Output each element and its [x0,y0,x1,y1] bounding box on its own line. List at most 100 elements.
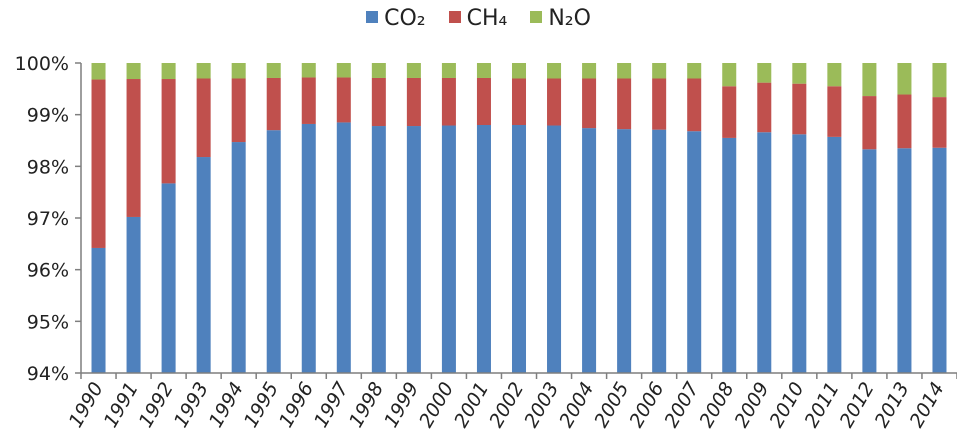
x-tick-label: 1990 [65,379,108,432]
x-tick-label: 2008 [695,379,738,432]
bar-segment-co2-1998 [371,126,386,374]
bar-segment-co2-2005 [617,129,632,373]
legend-swatch-co2 [366,11,379,23]
bar-segment-co2-2009 [757,132,772,373]
x-tick-label: 2010 [765,379,808,432]
bar-segment-ch4-2003 [547,78,562,126]
bar-segment-co2-2007 [687,131,702,373]
bar-segment-n2o-2009 [757,63,772,83]
bar-segment-ch4-2011 [827,86,842,137]
bar-segment-ch4-2001 [476,77,491,125]
bar-segment-n2o-2000 [441,63,456,78]
y-tick-label: 97% [27,208,69,230]
bar-segment-n2o-1992 [161,63,176,80]
bar-segment-n2o-1993 [196,63,211,79]
bar-segment-ch4-1992 [161,79,176,184]
bar-segment-co2-2011 [827,136,842,373]
bar-segment-n2o-2003 [547,63,562,79]
bar-segment-n2o-1999 [406,63,421,78]
bar-segment-co2-1995 [266,130,281,373]
bar-segment-co2-2014 [932,147,947,373]
legend-swatch-n2o [530,11,543,23]
bar-segment-n2o-1994 [231,63,246,79]
legend-item-n2o: N₂O [530,6,591,31]
bar-segment-co2-2002 [511,125,527,373]
x-tick-label: 2002 [485,379,528,432]
bar-segment-n2o-1997 [336,63,351,78]
x-tick-label: 1991 [100,379,143,432]
x-tick-label: 1999 [380,379,423,432]
x-tick-label: 2007 [660,379,703,432]
bar-segment-n2o-2010 [792,63,807,84]
x-tick-label: 2000 [415,379,458,432]
bar-segment-n2o-1991 [126,63,141,80]
legend-swatch-ch4 [448,11,461,23]
bar-segment-n2o-2012 [862,63,877,97]
bar-segment-ch4-2010 [792,83,807,135]
x-tick-label: 2013 [871,379,914,432]
bar-segment-ch4-1990 [91,79,106,248]
bar-segment-co2-1999 [406,126,421,374]
legend-item-ch4: CH₄ [448,6,508,31]
x-tick-label: 2001 [450,378,493,431]
bar-segment-ch4-2006 [652,78,667,130]
bar-segment-n2o-1990 [91,63,106,80]
bar-segment-co2-2003 [547,125,562,374]
bar-segment-n2o-2008 [722,63,737,87]
bar-segment-ch4-1991 [126,79,141,217]
bar-segment-co2-2000 [441,125,456,374]
y-tick-label: 96% [27,260,69,282]
bar-segment-ch4-2012 [862,96,877,150]
x-tick-label: 2014 [906,379,949,432]
bar-segment-co2-2012 [862,149,877,373]
bar-segment-ch4-1993 [196,78,211,158]
x-tick-label: 1994 [205,379,248,432]
bar-segment-co2-2001 [476,125,491,373]
x-tick-label: 2005 [590,379,633,432]
bar-segment-n2o-2001 [476,63,491,78]
bar-segment-ch4-2005 [617,78,632,130]
bar-segment-co2-2008 [722,137,737,373]
legend-label-n2o: N₂O [548,6,591,31]
x-tick-label: 1996 [275,379,318,432]
bar-segment-co2-1994 [231,142,246,373]
y-tick-label: 95% [27,311,69,333]
bar-segment-n2o-1996 [301,63,316,78]
x-tick-label: 1995 [240,379,283,432]
x-tick-label: 2003 [520,379,563,432]
bar-segment-co2-1996 [301,123,316,373]
bar-segment-co2-2010 [792,134,807,373]
x-tick-label: 2006 [625,379,668,432]
bar-segment-n2o-2014 [932,63,947,98]
bar-segment-n2o-2011 [827,63,842,87]
x-tick-label: 1993 [170,379,213,432]
x-tick-label: 2004 [555,379,598,432]
bar-segment-ch4-1999 [406,77,421,127]
bar-segment-co2-1992 [161,183,176,373]
legend-item-co2: CO₂ [366,6,426,31]
bar-segment-co2-1993 [196,157,211,373]
y-tick-label: 98% [27,156,69,178]
bar-segment-ch4-1996 [301,77,316,124]
bar-segment-n2o-2013 [897,63,912,95]
x-tick-label: 2011 [800,379,843,432]
bar-segment-ch4-1994 [231,78,246,143]
x-tick-label: 1997 [310,379,353,432]
x-tick-label: 2012 [835,379,878,432]
bar-segment-n2o-2007 [687,63,702,79]
bar-segment-co2-2013 [897,148,912,373]
bar-segment-co2-2004 [582,128,597,373]
bar-segment-co2-1997 [336,122,351,374]
bar-segment-co2-2006 [652,129,667,373]
bar-segment-ch4-2014 [932,97,947,148]
bar-segment-ch4-1998 [371,77,386,127]
bar-segment-ch4-2000 [441,77,456,126]
legend-label-ch4: CH₄ [466,6,508,31]
bar-segment-n2o-1998 [371,63,386,78]
bar-segment-ch4-2009 [757,82,772,133]
bar-segment-ch4-2008 [722,86,737,138]
bar-segment-co2-1991 [126,216,141,373]
y-tick-label: 100% [15,53,69,75]
y-tick-label: 94% [27,363,69,385]
